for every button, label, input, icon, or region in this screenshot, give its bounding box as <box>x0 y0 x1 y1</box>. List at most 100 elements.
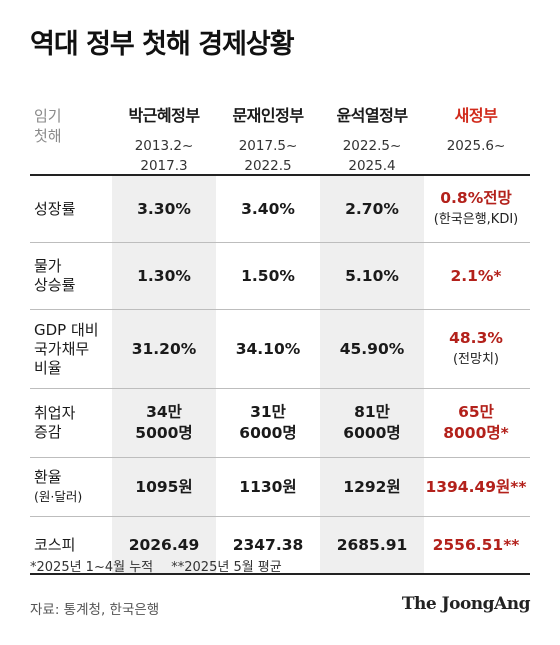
column-name: 새정부 <box>454 106 498 125</box>
column-shade <box>112 458 216 516</box>
table-cell: 1292원 <box>320 477 424 498</box>
row-divider <box>30 388 530 389</box>
row-divider <box>30 516 530 517</box>
header-divider <box>30 174 530 176</box>
term-label-line-2: 첫해 <box>34 127 62 145</box>
table-row: 취업자 증감 34만 5000명 31만 6000명 81만 6000명 65만 8000명* <box>30 389 530 457</box>
cell-note: (전망치) <box>452 352 500 367</box>
term-start: 2022.5~ <box>342 138 402 154</box>
row-label-line: (원·달러) <box>34 489 83 504</box>
column-shade <box>112 517 216 573</box>
table-cell: 3.40% <box>216 199 320 220</box>
row-label-line: 물가 <box>34 257 62 275</box>
table-cell: 48.3% (전망치) <box>424 328 528 370</box>
table-row: 코스피 2026.49 2347.38 2685.91 2556.51** <box>30 517 530 573</box>
table-bottom-rule <box>30 573 530 575</box>
column-header-yoon: 윤석열정부 2022.5~ 2025.4 <box>320 102 424 176</box>
cell-value: 2347.38 <box>232 536 304 554</box>
table-header: 임기 첫해 박근혜정부 2013.2~ 2017.3 문재인정부 2017.5~… <box>30 88 530 174</box>
term-end: 2022.5 <box>244 158 292 174</box>
table-cell: 0.8%전망 (한국은행,KDI) <box>424 188 528 230</box>
cell-value: 3.40% <box>241 200 295 218</box>
footnote-average: **2025년 5월 평균 <box>171 560 282 575</box>
column-shade <box>320 310 424 388</box>
table-cell: 31만 6000명 <box>216 402 320 444</box>
table-cell: 1130원 <box>216 477 320 498</box>
table-row: 성장률 3.30% 3.40% 2.70% 0.8%전망 (한국은행,KDI) <box>30 176 530 242</box>
column-header-park: 박근혜정부 2013.2~ 2017.3 <box>112 102 216 176</box>
source-credit: 자료: 통계청, 한국은행 <box>30 602 160 618</box>
row-label-line: 국가채무 <box>34 340 90 358</box>
cell-value: 6000명 <box>239 424 297 442</box>
cell-value: 34.10% <box>235 340 301 358</box>
table-cell: 5.10% <box>320 266 424 287</box>
column-shade <box>112 310 216 388</box>
cell-value: 1095원 <box>135 478 193 496</box>
cell-value: 1292원 <box>343 478 401 496</box>
cell-value: 1.30% <box>137 267 191 285</box>
column-term: 2013.2~ 2017.3 <box>112 136 216 176</box>
publisher-logo: The JoongAng <box>401 594 531 614</box>
row-label-line: 성장률 <box>34 200 76 218</box>
row-label: 취업자 증감 <box>34 404 75 442</box>
economy-table: 임기 첫해 박근혜정부 2013.2~ 2017.3 문재인정부 2017.5~… <box>30 88 530 575</box>
table-row: 환율 (원·달러) 1095원 1130원 1292원 1394.49원** <box>30 458 530 516</box>
column-shade <box>320 389 424 457</box>
table-cell: 3.30% <box>112 199 216 220</box>
cell-value: 2556.51** <box>432 536 520 554</box>
cell-value: 3.30% <box>137 200 191 218</box>
term-end: 2025.4 <box>348 158 396 174</box>
table-cell: 34.10% <box>216 339 320 360</box>
row-divider <box>30 242 530 243</box>
column-shade <box>112 389 216 457</box>
row-label-line: 코스피 <box>34 536 76 554</box>
row-label-line: 비율 <box>34 359 62 377</box>
cell-value: 48.3% <box>449 329 503 347</box>
cell-value: 1.50% <box>241 267 295 285</box>
cell-value: 2685.91 <box>336 536 408 554</box>
column-shade <box>112 243 216 309</box>
column-name: 윤석열정부 <box>336 106 408 125</box>
column-shade <box>320 458 424 516</box>
cell-note: (한국은행,KDI) <box>433 212 519 227</box>
cell-value: 8000명* <box>443 424 509 442</box>
table-cell: 2685.91 <box>320 535 424 556</box>
cell-value: 2.70% <box>345 200 399 218</box>
table-cell: 1095원 <box>112 477 216 498</box>
row-label: 코스피 <box>34 536 75 555</box>
term-end: 2017.3 <box>140 158 188 174</box>
row-label-line: 환율 <box>34 468 62 486</box>
table-cell: 1.50% <box>216 266 320 287</box>
table-cell: 1394.49원** <box>424 477 528 498</box>
cell-value: 0.8%전망 <box>440 189 512 207</box>
cell-value: 1394.49원** <box>425 478 527 496</box>
cell-value: 81만 <box>354 403 390 421</box>
column-shade <box>320 243 424 309</box>
table-cell: 1.30% <box>112 266 216 287</box>
table-row: GDP 대비 국가채무 비율 31.20% 34.10% 45.90% 48.3% (전망치) <box>30 310 530 388</box>
footnote-cumulative: *2025년 1~4월 누적 <box>30 560 154 575</box>
cell-value: 34만 <box>146 403 182 421</box>
column-shade <box>320 517 424 573</box>
column-header-new: 새정부 2025.6~ <box>424 102 528 156</box>
column-term: 2025.6~ <box>424 136 528 156</box>
table-cell: 2026.49 <box>112 535 216 556</box>
table-cell: 2.70% <box>320 199 424 220</box>
table-cell: 2347.38 <box>216 535 320 556</box>
cell-value: 2.1%* <box>450 267 502 285</box>
row-label-line: 상승률 <box>34 276 76 294</box>
table-cell: 81만 6000명 <box>320 402 424 444</box>
cell-value: 1130원 <box>239 478 297 496</box>
row-label: 환율 (원·달러) <box>34 468 82 506</box>
table-cell: 2556.51** <box>424 535 528 556</box>
cell-value: 65만 <box>458 403 494 421</box>
column-shade <box>112 176 216 242</box>
table-cell: 65만 8000명* <box>424 402 528 444</box>
term-start: 2017.5~ <box>238 138 298 154</box>
row-label: 물가 상승률 <box>34 257 75 295</box>
column-shade <box>320 176 424 242</box>
cell-value: 31만 <box>250 403 286 421</box>
column-name: 박근혜정부 <box>128 106 200 125</box>
column-term: 2017.5~ 2022.5 <box>216 136 320 176</box>
cell-value: 2026.49 <box>128 536 200 554</box>
